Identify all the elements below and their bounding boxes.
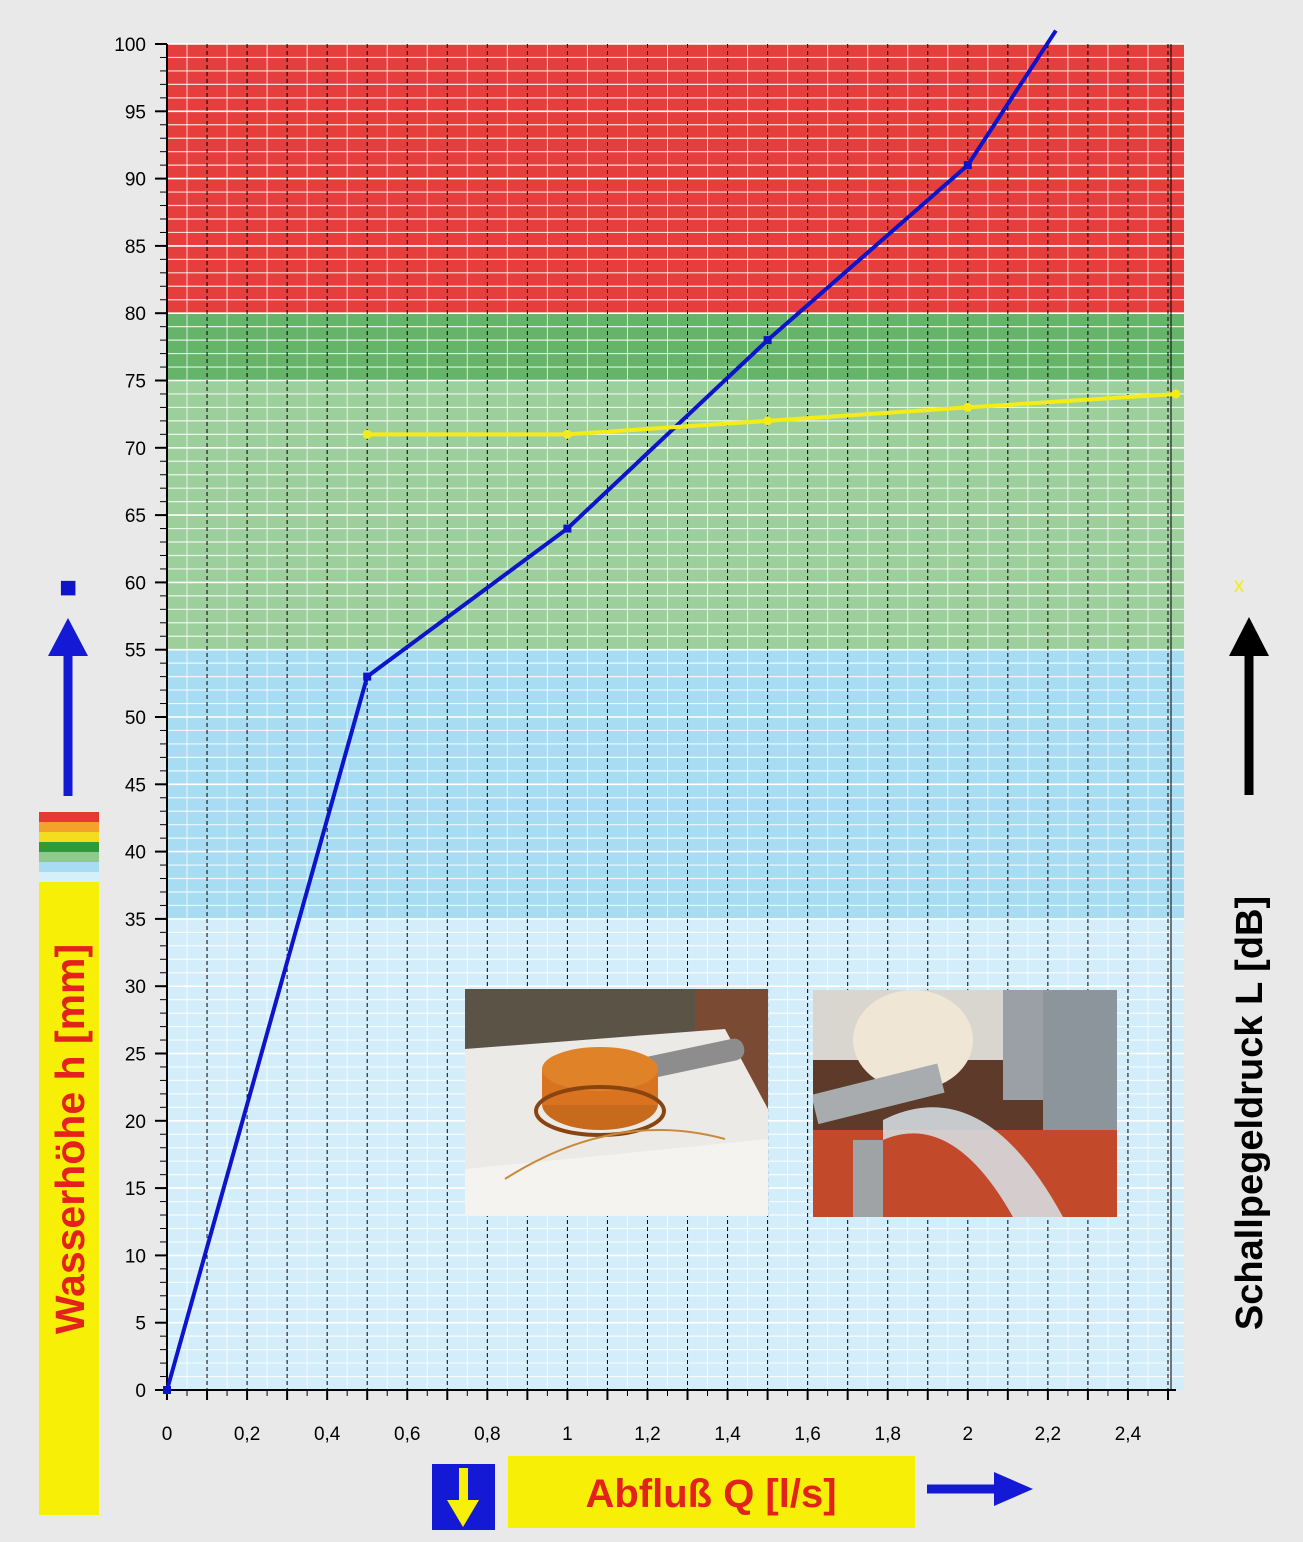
x-tick-label: 0 — [162, 1424, 173, 1445]
scale-swatch — [39, 832, 99, 842]
scale-swatch — [39, 812, 99, 822]
y-tick-label: 90 — [125, 170, 146, 191]
series-1-point — [562, 429, 572, 439]
y-tick-label: 10 — [125, 1246, 146, 1267]
y-tick-label: 45 — [125, 775, 146, 796]
x-tick-label: 0,6 — [394, 1424, 420, 1445]
x-tick-label: 0,2 — [234, 1424, 260, 1445]
y-tick-label: 95 — [125, 102, 146, 123]
left-series-marker: ■ — [59, 571, 77, 604]
x-tick-label: 0,8 — [474, 1424, 500, 1445]
y-tick-label: 35 — [125, 910, 146, 931]
series-1-point — [963, 402, 973, 412]
y-axis-label: Wasserhöhe h [mm] — [47, 944, 93, 1334]
y-tick-label: 5 — [135, 1314, 146, 1335]
photo-drain-orange — [465, 989, 768, 1216]
series-0-point — [963, 161, 972, 170]
scale-swatch — [39, 822, 99, 832]
yellow-down-arrow-head — [447, 1500, 479, 1527]
up-arrow-black-head — [1229, 617, 1269, 656]
right-series-marker: x — [1234, 574, 1245, 597]
series-0-point — [163, 1386, 171, 1394]
y2-axis-label: Schallpegeldruck L [dB] — [1229, 896, 1271, 1330]
y-tick-label: 70 — [125, 439, 146, 460]
yellow-down-arrow-shaft — [459, 1468, 468, 1504]
series-0-point — [563, 524, 572, 533]
scale-swatch — [39, 862, 99, 872]
right-arrow-blue-head — [994, 1472, 1033, 1506]
x-tick-label: 1,4 — [714, 1424, 741, 1445]
x-tick-label: 2,4 — [1115, 1424, 1142, 1445]
series-1-point — [362, 429, 372, 439]
y-tick-label: 75 — [125, 372, 146, 393]
scale-swatch — [39, 852, 99, 862]
x-tick-label: 1,2 — [634, 1424, 660, 1445]
y-tick-label: 40 — [125, 843, 146, 864]
series-0-line — [165, 29, 1058, 1391]
y-tick-label: 0 — [135, 1381, 146, 1402]
x-tick-label: 2,2 — [1035, 1424, 1061, 1445]
y-tick-label: 60 — [125, 573, 146, 594]
y-tick-label: 25 — [125, 1045, 146, 1066]
up-arrow-blue-head — [48, 618, 88, 656]
y-tick-label: 100 — [114, 35, 146, 56]
x-axis-label: Abfluß Q [l/s] — [585, 1472, 836, 1516]
x-tick-label: 1,8 — [875, 1424, 901, 1445]
band-3 — [167, 313, 1184, 381]
y-tick-label: 55 — [125, 641, 146, 662]
series-0-point — [763, 336, 772, 345]
x-tick-label: 1 — [562, 1424, 573, 1445]
photo-pipe-outflow — [813, 990, 1117, 1217]
x-tick-label: 2 — [963, 1424, 974, 1445]
scale-swatch — [39, 872, 99, 882]
x-tick-label: 0,4 — [314, 1424, 341, 1445]
y-label-bg — [39, 882, 99, 1515]
y-tick-label: 15 — [125, 1179, 146, 1200]
y-tick-label: 30 — [125, 977, 146, 998]
series-1-point — [763, 416, 773, 426]
series-0-point — [363, 672, 372, 681]
series-1-point — [1171, 389, 1181, 399]
x-tick-label: 1,6 — [794, 1424, 820, 1445]
y-tick-label: 80 — [125, 304, 146, 325]
scale-swatch — [39, 842, 99, 852]
y-tick-label: 65 — [125, 506, 146, 527]
y-tick-label: 85 — [125, 237, 146, 258]
y-tick-label: 50 — [125, 708, 146, 729]
y-tick-label: 20 — [125, 1112, 146, 1133]
x-label-bg — [508, 1456, 915, 1528]
